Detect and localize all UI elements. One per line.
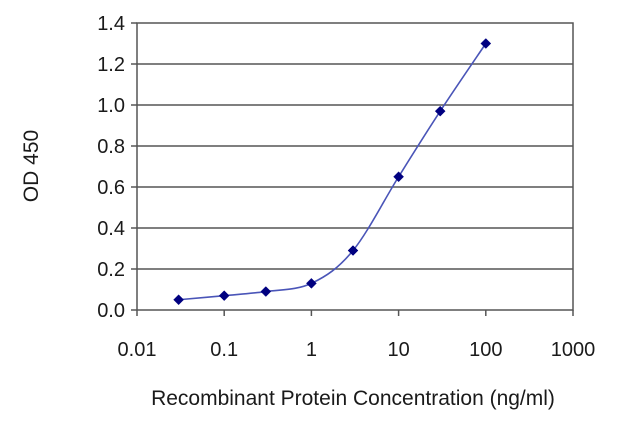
y-tick-label: 0.2 <box>97 259 125 281</box>
data-point <box>260 286 272 297</box>
data-point <box>347 245 359 256</box>
data-point <box>173 294 184 306</box>
y-tick-label: 1.4 <box>97 13 125 35</box>
y-tick-label: 0.0 <box>97 300 125 322</box>
y-tick-label: 0.8 <box>97 136 125 158</box>
data-point <box>393 171 404 183</box>
data-point <box>480 38 492 49</box>
y-tick-label: 1.2 <box>97 54 125 76</box>
y-axis-label: OD 450 <box>20 130 43 202</box>
data-series <box>173 38 492 306</box>
series-line <box>178 43 487 301</box>
grid-lines <box>137 63 573 270</box>
y-tick-label: 0.4 <box>97 218 125 240</box>
x-tick-label: 0.01 <box>118 339 157 361</box>
data-point <box>218 290 230 302</box>
y-axis: 0.0 0.2 0.4 0.6 0.8 1.0 1.2 1.4 <box>97 13 137 322</box>
x-tick-label: 1000 <box>551 339 596 361</box>
x-axis: 0.01 0.1 1 10 100 1000 <box>118 310 596 361</box>
y-tick-label: 1.0 <box>97 95 125 117</box>
x-tick-label: 10 <box>387 339 409 361</box>
x-axis-label: Recombinant Protein Concentration (ng/ml… <box>151 387 555 410</box>
x-tick-label: 0.1 <box>210 339 238 361</box>
x-tick-label: 100 <box>469 339 502 361</box>
y-tick-label: 0.6 <box>97 177 125 199</box>
x-tick-label: 1 <box>306 339 317 361</box>
data-point <box>306 277 317 289</box>
plot-area-frame <box>136 22 574 311</box>
data-point <box>434 105 446 117</box>
